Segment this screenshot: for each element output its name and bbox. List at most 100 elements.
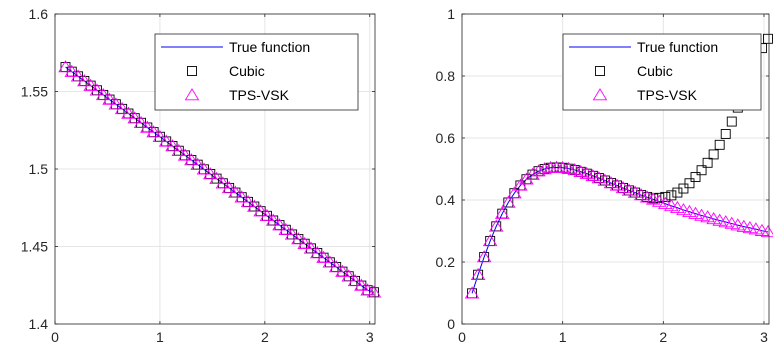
x-tick-label: 1 — [156, 329, 164, 345]
data-point — [133, 115, 149, 129]
x-tick-label: 0 — [458, 329, 466, 345]
data-point — [726, 116, 737, 127]
x-tick-label: 2 — [261, 329, 269, 345]
data-point — [642, 191, 653, 202]
data-point — [184, 153, 199, 166]
data-point — [278, 222, 294, 236]
legend: True function Cubic TPS-VSK — [154, 33, 359, 111]
x-tick-label: 3 — [366, 329, 374, 345]
data-point — [196, 162, 212, 175]
data-point — [579, 166, 595, 179]
data-point — [228, 185, 243, 198]
data-point — [464, 286, 480, 299]
data-point — [494, 206, 510, 219]
data-point — [482, 234, 498, 247]
y-tick-label: 0.8 — [436, 68, 456, 84]
y-tick-label: 1.5 — [29, 161, 49, 177]
data-point — [525, 167, 540, 180]
data-point — [64, 64, 80, 77]
data-point — [690, 172, 701, 183]
data-point — [627, 185, 643, 198]
data-point — [684, 178, 695, 189]
data-point — [152, 129, 168, 143]
data-point — [609, 178, 625, 191]
y-tick-label: 1.45 — [21, 239, 48, 255]
data-point — [253, 204, 268, 217]
series-triangle — [464, 160, 773, 299]
data-point — [591, 171, 607, 184]
legend-label: True function — [637, 39, 718, 55]
legend-item-line: True function — [569, 39, 718, 55]
legend-label: Cubic — [229, 63, 265, 79]
y-tick-label: 0.4 — [436, 192, 456, 208]
y-tick-label: 0 — [447, 316, 455, 332]
data-point — [688, 206, 703, 219]
data-point — [488, 219, 504, 232]
data-point — [531, 164, 546, 177]
data-point — [682, 204, 697, 218]
data-point — [140, 120, 155, 133]
data-point — [77, 74, 92, 87]
data-point — [567, 163, 583, 176]
data-point — [621, 183, 637, 196]
data-point — [335, 264, 350, 277]
data-point — [720, 129, 731, 139]
data-point — [272, 218, 287, 231]
data-point — [696, 165, 707, 176]
data-point — [639, 190, 655, 203]
legend-item-triangle: TPS-VSK — [592, 87, 698, 103]
data-point — [158, 134, 174, 147]
data-point — [660, 191, 671, 202]
data-point — [658, 196, 673, 209]
data-point — [519, 172, 534, 185]
data-point — [702, 157, 713, 168]
data-point — [341, 269, 357, 282]
data-point — [603, 176, 619, 189]
y-tick-label: 1 — [447, 6, 455, 22]
x-tick-label: 0 — [51, 329, 59, 345]
data-point — [645, 192, 661, 205]
data-point — [247, 199, 262, 212]
x-tick-label: 1 — [559, 329, 567, 345]
y-tick-label: 0.2 — [436, 254, 456, 270]
series-triangle — [58, 60, 382, 298]
legend-label: Cubic — [637, 63, 673, 79]
legend-swatch-marker — [592, 88, 608, 101]
data-point — [597, 173, 613, 186]
data-point — [513, 178, 528, 191]
data-point — [507, 186, 522, 199]
data-point — [309, 246, 325, 259]
data-point — [303, 241, 319, 254]
data-point — [297, 236, 313, 249]
legend-item-triangle: TPS-VSK — [184, 87, 290, 103]
legend-item-line: True function — [161, 39, 310, 55]
y-tick-label: 1.4 — [29, 316, 49, 332]
data-point — [678, 183, 689, 194]
series-line — [65, 66, 375, 293]
data-point — [240, 194, 256, 208]
data-point — [708, 149, 719, 160]
data-point — [700, 210, 715, 223]
data-point — [190, 157, 205, 170]
data-point — [284, 227, 300, 240]
legend: True function Cubic TPS-VSK — [562, 33, 762, 111]
data-point — [476, 250, 492, 263]
data-point — [127, 111, 143, 124]
data-point — [537, 162, 552, 175]
legend-item-square: Cubic — [595, 63, 673, 79]
data-point — [651, 194, 667, 207]
data-point — [360, 283, 375, 296]
x-tick-label: 2 — [659, 329, 667, 345]
data-point — [265, 213, 281, 226]
data-point — [291, 232, 306, 245]
data-point — [366, 285, 382, 298]
y-tick-label: 1.6 — [29, 6, 49, 22]
legend-swatch-marker — [187, 66, 197, 76]
axes-box — [461, 13, 770, 325]
data-point — [221, 181, 237, 194]
data-point — [146, 125, 161, 138]
legend-label: True function — [229, 39, 310, 55]
data-point — [347, 274, 363, 287]
